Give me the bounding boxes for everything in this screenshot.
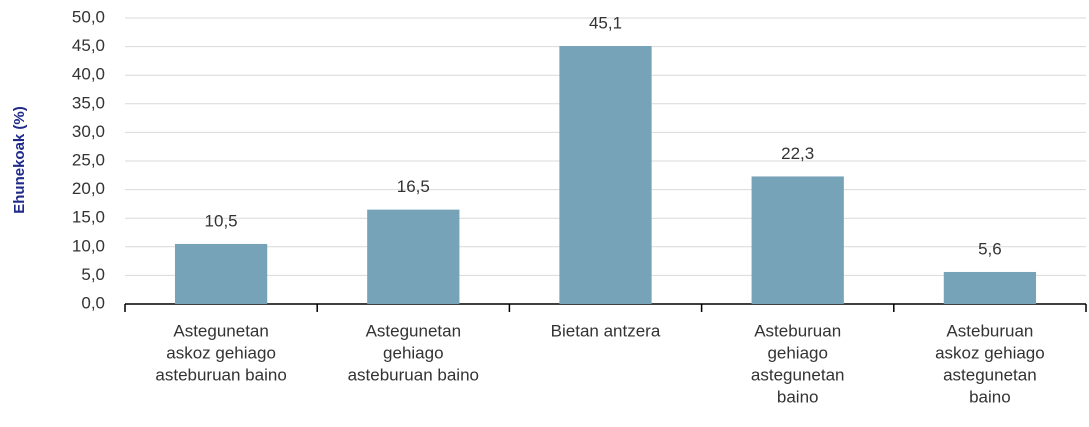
y-tick-label: 40,0 bbox=[72, 65, 105, 84]
y-tick-label: 20,0 bbox=[72, 179, 105, 198]
x-tick-label: Asteburuan bbox=[946, 321, 1033, 340]
value-label: 16,5 bbox=[397, 177, 430, 196]
bar bbox=[367, 209, 460, 304]
y-tick-label: 15,0 bbox=[72, 208, 105, 227]
x-tick-label: gehiago bbox=[383, 343, 444, 362]
x-tick-label: asteburuan baino bbox=[155, 365, 286, 384]
y-tick-label: 45,0 bbox=[72, 36, 105, 55]
bar bbox=[751, 176, 844, 304]
x-tick-label: gehiago bbox=[767, 343, 828, 362]
value-label: 10,5 bbox=[205, 211, 238, 230]
value-label: 45,1 bbox=[589, 14, 622, 33]
x-tick-label: askoz gehiago bbox=[935, 343, 1045, 362]
x-tick-label: askoz gehiago bbox=[166, 343, 276, 362]
x-tick-label: astegunetan bbox=[943, 365, 1037, 384]
x-tick-label: Astegunetan bbox=[366, 321, 461, 340]
y-tick-label: 0,0 bbox=[81, 293, 105, 312]
y-tick-label: 30,0 bbox=[72, 122, 105, 141]
x-tick-label: baino bbox=[969, 387, 1011, 406]
x-tick-label: asteburuan baino bbox=[348, 365, 479, 384]
bar bbox=[559, 46, 652, 304]
y-tick-label: 35,0 bbox=[72, 93, 105, 112]
y-tick-label: 5,0 bbox=[81, 265, 105, 284]
x-tick-label: baino bbox=[777, 387, 819, 406]
y-tick-label: 25,0 bbox=[72, 150, 105, 169]
x-tick-label: astegunetan bbox=[751, 365, 845, 384]
bar bbox=[174, 243, 268, 304]
y-axis-label: Ehunekoak (%) bbox=[11, 106, 28, 214]
value-label: 5,6 bbox=[978, 239, 1002, 258]
y-tick-label: 10,0 bbox=[72, 236, 105, 255]
y-tick-label: 50,0 bbox=[72, 7, 105, 26]
value-label: 22,3 bbox=[781, 144, 814, 163]
x-tick-label: Astegunetan bbox=[173, 321, 268, 340]
x-tick-label: Asteburuan bbox=[754, 321, 841, 340]
bar bbox=[943, 271, 1037, 304]
x-tick-label: Bietan antzera bbox=[551, 321, 661, 340]
